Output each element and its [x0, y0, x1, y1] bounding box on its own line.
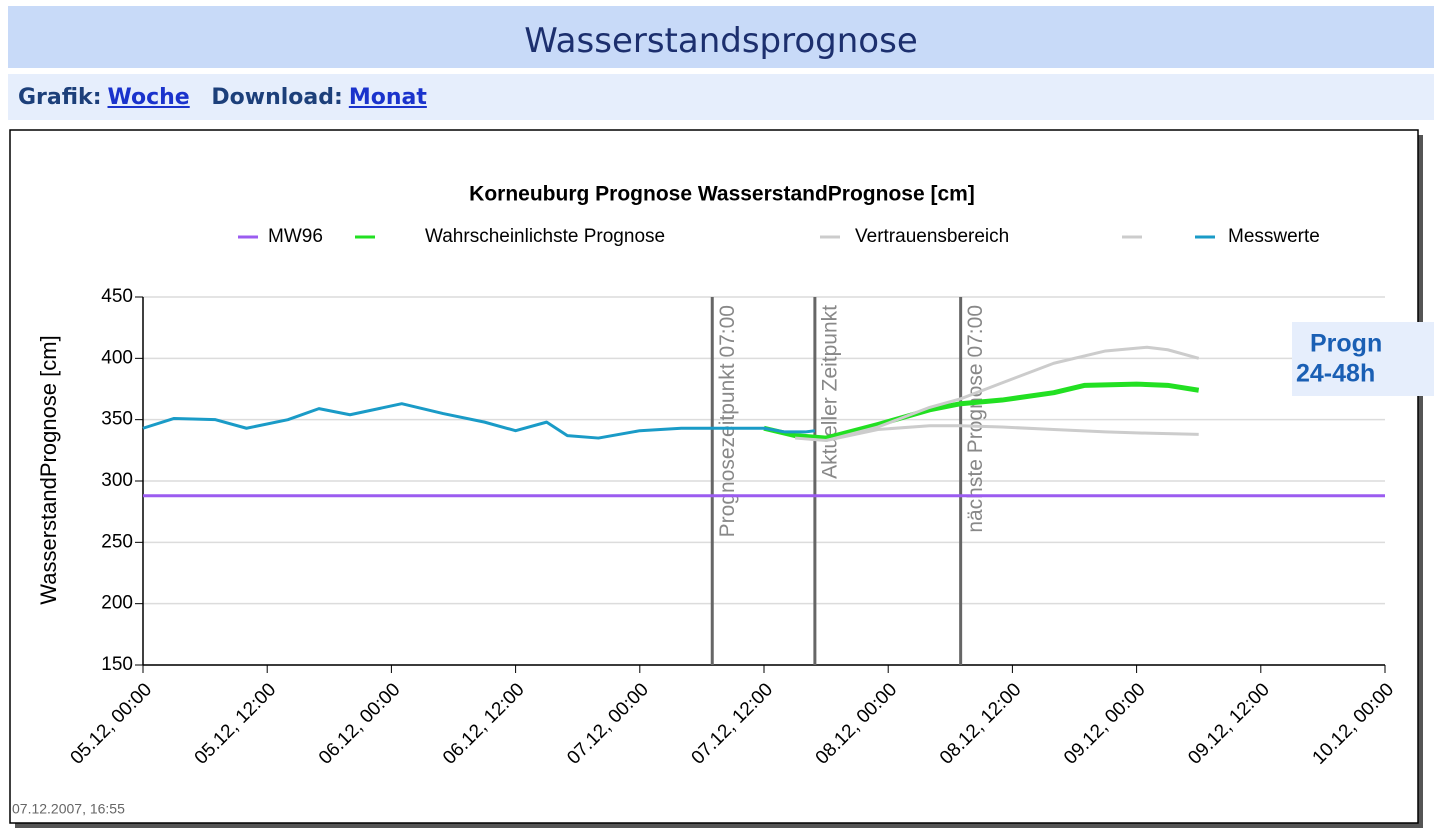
y-tick-label: 150 [101, 654, 133, 675]
annotation: 24-48h [1296, 360, 1375, 388]
nav-link[interactable]: Woche [107, 85, 190, 110]
nav-label: Grafik: [18, 85, 102, 110]
chart: Korneuburg Prognose WasserstandPrognose … [9, 129, 1434, 828]
annotation: Progn [1310, 330, 1382, 358]
page-title: Wasserstandsprognose [8, 6, 1434, 68]
series-line [142, 402, 816, 440]
y-axis-label: WasserstandPrognose [cm] [36, 335, 61, 604]
y-tick-label: 450 [101, 286, 133, 307]
chart-title: Korneuburg Prognose WasserstandPrognose … [469, 183, 975, 206]
y-tick-label: 250 [101, 531, 133, 552]
nav-link[interactable]: Monat [348, 85, 427, 110]
legend-label: Vertrauensbereich [855, 226, 1009, 247]
y-tick-label: 200 [101, 593, 133, 614]
series-line [763, 381, 1200, 441]
annotation-box [1292, 322, 1434, 396]
nav-bar: Grafik: Woche Download: Monat [8, 74, 1434, 120]
marker-label: nächste Prognose 07:00 [964, 305, 987, 533]
y-tick-label: 350 [101, 409, 133, 430]
nav-label: Download: [211, 85, 343, 110]
marker-label: Aktueller Zeitpunkt [818, 305, 841, 479]
chart-frame [9, 129, 1419, 824]
legend-label: MW96 [268, 226, 323, 247]
timestamp: 07.12.2007, 16:55 [12, 801, 125, 817]
series-line [794, 345, 1200, 443]
y-tick-label: 300 [101, 470, 133, 491]
marker-label: Prognosezeitpunkt 07:00 [716, 305, 739, 537]
y-tick-label: 400 [101, 347, 133, 368]
legend-label: Messwerte [1228, 226, 1320, 247]
series-line [825, 424, 1199, 442]
legend-label: Wahrscheinlichste Prognose [425, 226, 665, 247]
